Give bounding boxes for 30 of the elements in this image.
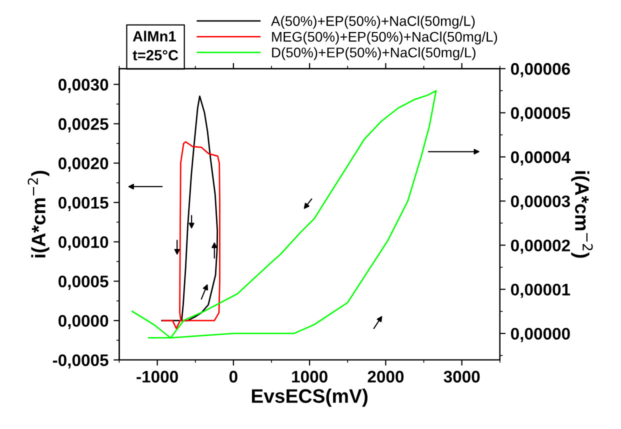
x-axis-title: EvsECS(mV) <box>252 388 368 407</box>
y-tick-label: 0,0005 <box>58 276 108 290</box>
y2-tick-label: 0,00000 <box>510 328 570 342</box>
x-tick-label: -1000 <box>136 370 178 383</box>
y-tick-label: 0,0000 <box>58 314 108 330</box>
text: AlMn1 t=25°C <box>132 30 178 60</box>
y2-axis-title: i(A*cm$^{−2}$) <box>571 171 593 258</box>
y-tick-label: -0,0005 <box>52 354 108 369</box>
line-series <box>162 141 220 330</box>
y-axis-title: i(A*cm$^{−2}$) <box>28 170 50 258</box>
y2-tick-label: 0,00002 <box>510 240 570 254</box>
y2-tick-label: 0,00004 <box>510 151 570 166</box>
y-tick-label: 0,0020 <box>58 158 108 172</box>
y-tick-label: 0,0015 <box>58 196 108 212</box>
y2-tick-label: 0,00006 <box>510 63 570 78</box>
y-tick-label: 0,0025 <box>58 118 108 132</box>
y2-tick-label: 0,00005 <box>510 107 570 122</box>
y2-tick-label: 0,00001 <box>510 284 570 298</box>
y-tick-label: 0,0010 <box>58 236 108 250</box>
line-series <box>132 90 437 339</box>
x-tick-label: 2000 <box>368 370 404 383</box>
x-tick-label: 3000 <box>444 370 480 383</box>
line-series <box>161 96 218 322</box>
legend-label: MEG(50%)+EP(50%)+NaCl(50mg/L) <box>272 32 498 44</box>
x-tick-label: 0 <box>229 370 238 383</box>
legend-label: A(50%)+EP(50%)+NaCl(50mg/L) <box>271 16 475 29</box>
x-tick-label: 1000 <box>292 370 328 383</box>
legend-label: D(50%)+EP(50%)+NaCl(50mg/L) <box>272 47 476 60</box>
y2-tick-label: 0,00003 <box>510 195 570 210</box>
y-tick-label: 0,0030 <box>58 78 108 94</box>
